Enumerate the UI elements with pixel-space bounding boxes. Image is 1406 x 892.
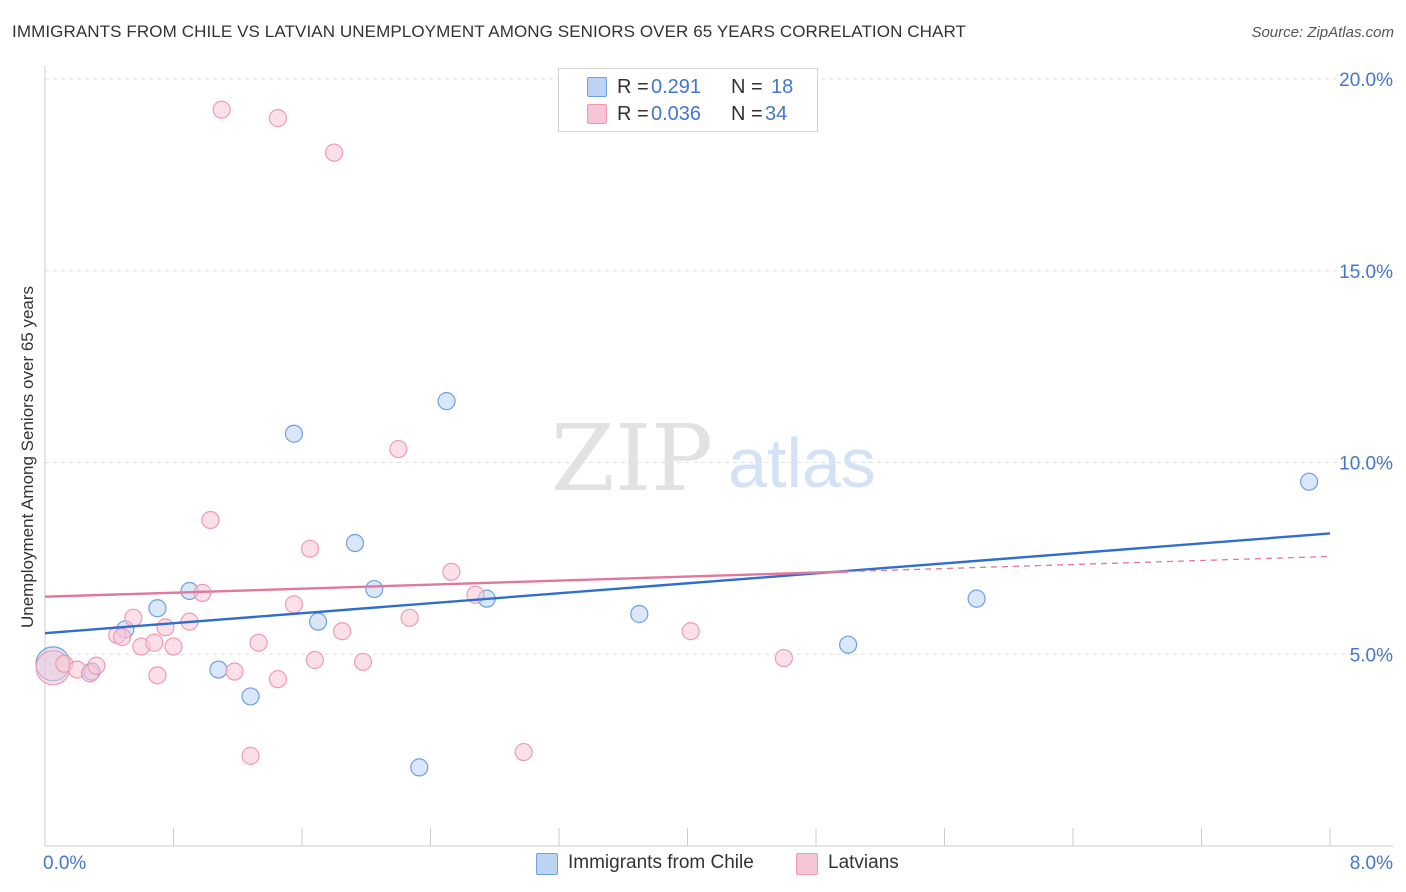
latvians-point [145, 633, 164, 652]
chile-point [437, 392, 456, 411]
latvians-point [268, 109, 288, 128]
latvians-trend-line [44, 570, 849, 598]
n-label: N = [731, 75, 763, 98]
latvians-point [268, 670, 288, 689]
latvians-point [514, 742, 533, 762]
chile-point [209, 660, 228, 679]
latvians-point [333, 622, 352, 641]
latvians-point [400, 608, 419, 627]
data-points [35, 100, 1319, 777]
latvians-point [442, 562, 461, 581]
latvians-legend-swatch [796, 853, 818, 875]
watermark-atlas: atlas [728, 424, 876, 502]
chart-title: IMMIGRANTS FROM CHILE VS LATVIAN UNEMPLO… [12, 22, 967, 41]
y-tick-label: 10.0% [1339, 454, 1393, 475]
latvians-point [774, 648, 793, 668]
x-tick-label: 8.0% [1350, 853, 1393, 874]
watermark: ZIP atlas [551, 405, 876, 512]
r-label: R = [617, 75, 649, 98]
latvians-point [241, 746, 260, 765]
latvians-point [201, 510, 220, 530]
axes [44, 66, 1393, 847]
chile-trend-line [44, 532, 1331, 635]
latvians-legend-label: Latvians [828, 852, 899, 873]
chile-point [630, 604, 649, 624]
latvians-point [305, 650, 324, 670]
chile-point [839, 635, 858, 654]
latvians-point [87, 656, 106, 675]
latvians-point [389, 439, 408, 459]
latvians-point [148, 666, 167, 685]
chile-point [308, 612, 328, 631]
latvians-point [325, 143, 344, 162]
chile-point [967, 589, 986, 608]
trend-lines [44, 532, 1331, 635]
latvians-point [212, 100, 231, 119]
chile-point [345, 533, 365, 553]
latvians-swatch [587, 104, 607, 124]
chile-point [284, 424, 304, 443]
n-value: 34 [765, 102, 788, 125]
grid-lines [45, 78, 1392, 655]
r-value: 0.036 [651, 102, 702, 125]
chile-point [1300, 472, 1319, 491]
stats-legend: R = 0.291 N = 18 R = 0.036 N = 34 [558, 68, 818, 132]
chile-legend-label: Immigrants from Chile [568, 852, 754, 873]
y-tick-label: 15.0% [1339, 262, 1393, 283]
latvians-point [300, 539, 320, 558]
chile-legend-swatch [536, 853, 558, 875]
x-tick-labels: 0.0% 8.0% [43, 853, 1393, 874]
latvians-point [164, 637, 183, 656]
chile-point [365, 579, 384, 599]
chart-source: Source: ZipAtlas.com [1251, 24, 1394, 41]
latvians-point [249, 633, 268, 652]
latvians-point [284, 595, 304, 614]
n-value: 18 [771, 75, 794, 98]
chile-swatch [587, 77, 607, 97]
latvians-point [124, 608, 143, 627]
r-value: 0.291 [651, 75, 702, 98]
y-tick-label: 20.0% [1339, 70, 1393, 91]
y-tick-labels: 5.0% 10.0% 15.0% 20.0% [1339, 70, 1393, 666]
chile-point [410, 758, 429, 777]
r-label: R = [617, 102, 649, 125]
latvians-point [681, 622, 700, 641]
latvians-point [156, 618, 175, 637]
latvians-trend-extension [848, 555, 1331, 573]
y-tick-label: 5.0% [1350, 645, 1393, 666]
latvians-point [353, 652, 373, 672]
n-label: N = [731, 102, 763, 125]
latvians-point [225, 662, 244, 681]
watermark-zip: ZIP [551, 405, 713, 512]
chile-point [148, 599, 167, 618]
x-tick-label: 0.0% [43, 853, 86, 874]
series-latvians-points [35, 100, 793, 765]
chile-point [241, 687, 260, 706]
latvians-point [112, 627, 132, 647]
